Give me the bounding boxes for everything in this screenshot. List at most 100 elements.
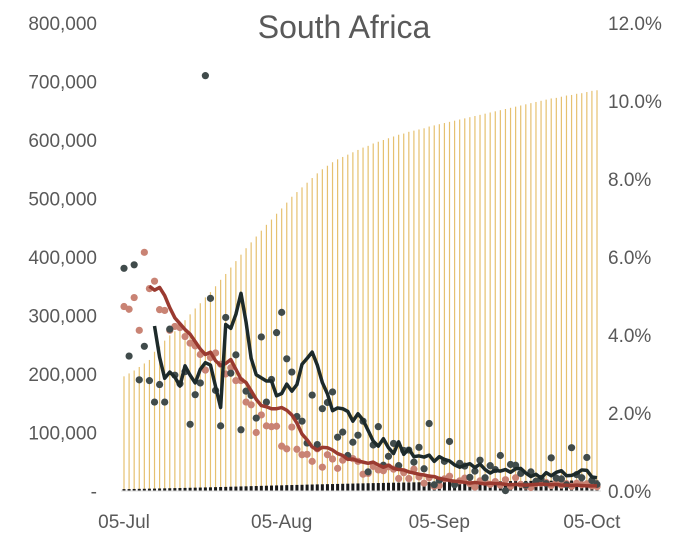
deaths-bar — [163, 488, 167, 491]
deaths-bar — [412, 482, 416, 491]
red-point — [232, 377, 240, 385]
cumulative-bar — [576, 93, 578, 491]
red-point — [201, 366, 209, 374]
deaths-bar — [158, 488, 162, 491]
cumulative-bar — [550, 98, 552, 492]
red-point — [328, 455, 337, 463]
red-point — [247, 401, 255, 409]
deaths-bar — [300, 484, 304, 491]
deaths-bar — [290, 485, 294, 491]
deaths-bar — [402, 482, 406, 491]
y-right-ticks: 0.0% 2.0% 4.0% 6.0% 8.0% 10.0% 12.0% — [608, 14, 662, 503]
red-point — [252, 428, 260, 437]
x-tick-label: 05-Oct — [563, 512, 621, 533]
cumulative-bar — [128, 373, 130, 491]
deaths-bar — [376, 483, 380, 491]
cumulative-bar — [321, 169, 323, 491]
cumulative-bar — [296, 192, 298, 491]
dark-point — [547, 454, 555, 462]
x-tick-label: 05-Jul — [98, 512, 150, 533]
y-left-tick-label: 500,000 — [28, 190, 97, 211]
dark-point — [283, 355, 291, 363]
dark-point — [298, 417, 306, 425]
cumulative-bar — [428, 126, 430, 491]
red-point — [272, 422, 281, 430]
red-point — [150, 277, 159, 285]
dark-point — [257, 333, 265, 341]
cumulative-bar — [530, 103, 532, 491]
dark-point — [486, 462, 494, 470]
cumulative-bar — [377, 141, 379, 491]
red-point — [318, 463, 326, 471]
cumulative-bar — [169, 335, 171, 491]
cumulative-bar — [357, 149, 359, 491]
y-left-tick-label: 800,000 — [28, 14, 97, 35]
cumulative-bar — [560, 96, 562, 492]
deaths-bar — [234, 486, 238, 491]
dark-point — [272, 329, 281, 337]
cumulative-bar — [352, 152, 354, 492]
red-point — [125, 305, 133, 313]
deaths-bar — [448, 481, 452, 491]
cumulative-bar — [494, 111, 496, 491]
cumulative-bar — [311, 178, 313, 491]
red-point — [445, 472, 454, 480]
deaths-bar — [188, 487, 192, 491]
deaths-bar — [214, 487, 218, 491]
y-right-tick-label: 8.0% — [608, 170, 651, 191]
dark-point — [384, 452, 393, 460]
dark-point — [252, 414, 260, 422]
cumulative-bar — [387, 138, 390, 491]
deaths-bar — [493, 481, 497, 491]
cumulative-bar — [413, 130, 415, 491]
red-point — [308, 457, 316, 465]
dark-point — [313, 440, 321, 449]
deaths-bar — [427, 482, 431, 491]
dark-point — [496, 451, 504, 460]
deaths-bar — [407, 482, 411, 491]
deaths-bar — [219, 487, 223, 491]
dark-point — [557, 475, 566, 483]
y-right-tick-label: 0.0% — [608, 482, 651, 503]
dark-point — [364, 468, 372, 476]
cumulative-bar — [596, 90, 598, 491]
dark-line — [152, 291, 598, 480]
deaths-bar — [244, 486, 248, 491]
cumulative-bar — [403, 133, 405, 491]
y-right-tick-label: 12.0% — [608, 14, 662, 35]
cumulative-bar — [189, 314, 191, 491]
dark-point — [125, 352, 133, 360]
deaths-bar — [478, 481, 482, 491]
cumulative-bar — [306, 182, 308, 491]
dark-point — [349, 438, 357, 446]
dark-point — [196, 379, 204, 387]
cumulative-bar — [586, 92, 588, 491]
cumulative-bar — [265, 224, 268, 491]
cumulative-bar — [245, 248, 247, 491]
dark-point — [583, 453, 591, 462]
cumulative-bar — [281, 208, 283, 491]
deaths-bar — [463, 481, 467, 491]
cumulative-bar — [123, 376, 125, 491]
cumulative-bar — [438, 124, 440, 492]
deaths-bar — [203, 487, 207, 491]
dark-point — [415, 443, 423, 451]
red-point — [293, 445, 301, 453]
cumulative-bar — [484, 113, 486, 492]
y-right-tick-label: 6.0% — [608, 248, 651, 269]
cumulative-bar — [326, 165, 329, 492]
red-point — [283, 445, 291, 453]
deaths-bar — [224, 486, 228, 491]
deaths-bar — [381, 482, 385, 491]
dark-point — [471, 467, 479, 475]
cumulative-bar — [591, 90, 593, 492]
dark-point — [135, 376, 143, 384]
cumulative-bars — [123, 90, 598, 492]
cumulative-bar — [423, 128, 425, 492]
cumulative-bar — [540, 100, 542, 491]
cumulative-bar — [433, 125, 435, 492]
red-point — [135, 326, 143, 334]
cumulative-bar — [194, 308, 196, 491]
dark-point — [186, 420, 194, 428]
cumulative-bar — [331, 162, 334, 492]
